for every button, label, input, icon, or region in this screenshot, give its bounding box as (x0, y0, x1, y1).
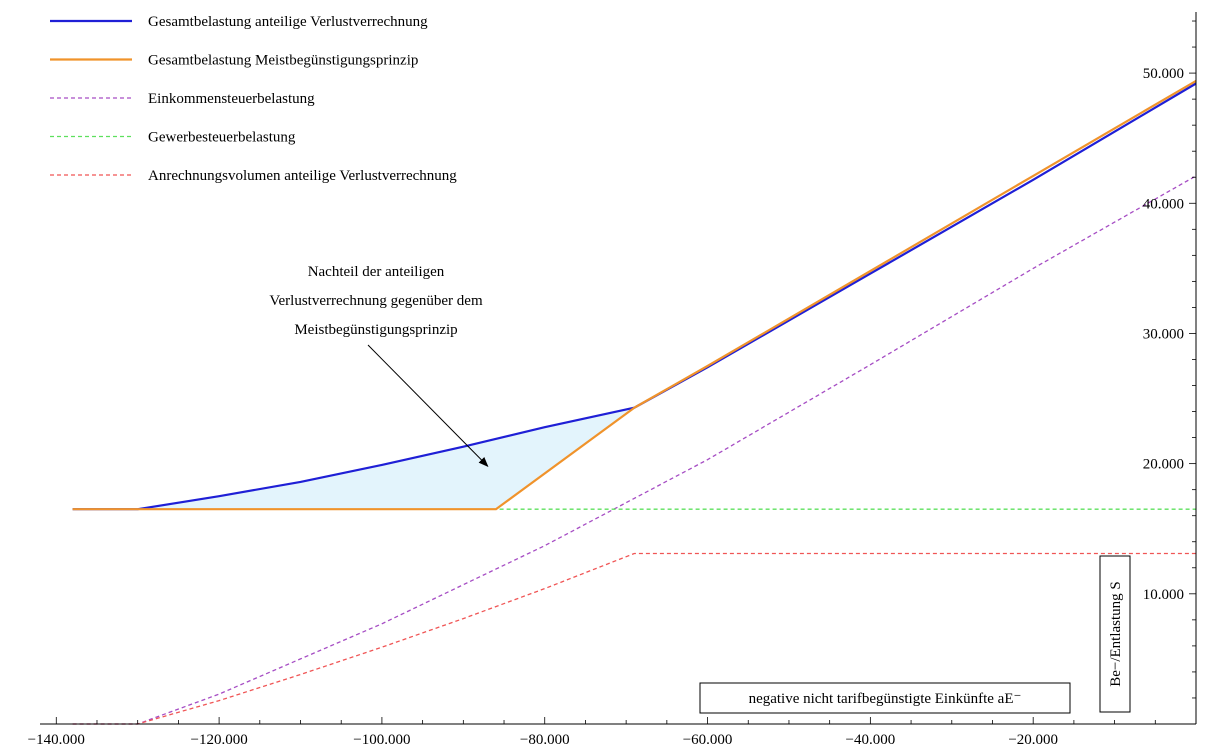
x-tick-label-0: −140.000 (28, 732, 85, 748)
x-tick-label-3: −80.000 (520, 732, 570, 748)
y-axis-label: Be−/Entlastung S (1108, 581, 1124, 687)
series-line-4 (72, 552, 1196, 725)
annotation-line-1: Verlustverrechnung gegenüber dem (269, 293, 483, 309)
x-axis-label: negative nicht tarifbegünstigte Einkünft… (749, 691, 1022, 707)
y-tick-label-2: 30.000 (1143, 326, 1184, 342)
legend-label-2: Einkommensteuerbelastung (148, 91, 315, 107)
series-line-2 (72, 175, 1197, 725)
x-tick-label-2: −100.000 (353, 732, 410, 748)
legend-label-3: Gewerbesteuerbelastung (148, 130, 296, 146)
annotation-line-2: Meistbegünstigungsprinzip (294, 322, 457, 338)
axis-labels: negative nicht tarifbegünstigte Einkünft… (699, 555, 1131, 714)
annotation-arrow (367, 344, 489, 467)
legend-label-4: Anrechnungsvolumen anteilige Verlustverr… (148, 168, 457, 184)
x-tick-label-5: −40.000 (846, 732, 896, 748)
series-line-0 (72, 82, 1197, 511)
x-tick-label-6: −20.000 (1008, 732, 1058, 748)
series-line-1 (72, 79, 1197, 511)
legend-label-1: Gesamtbelastung Meistbegünstigungsprinzi… (148, 53, 418, 69)
shaded-region-layer (137, 407, 635, 510)
x-axis-label-box (699, 682, 1071, 714)
y-tick-label-4: 50.000 (1143, 66, 1184, 82)
y-tick-label-1: 20.000 (1143, 457, 1184, 473)
x-tick-label-4: −60.000 (683, 732, 733, 748)
annotation-line-0: Nachteil der anteiligen (308, 264, 445, 280)
shaded-region (137, 407, 635, 510)
y-axis-label-box (1099, 555, 1131, 713)
axes-layer: −140.000 −120.000 −100.000 −80.000 −60.000 −4… (28, 12, 1197, 748)
x-tick-label-1: −120.000 (190, 732, 247, 748)
series-layer (72, 79, 1197, 725)
y-tick-label-0: 10.000 (1143, 587, 1184, 603)
annotation: Nachteil der anteiligen Verlustverrechnun… (269, 264, 489, 467)
legend: Gesamtbelastung anteilige Verlustverrech… (50, 14, 457, 184)
y-tick-label-3: 40.000 (1143, 196, 1184, 212)
legend-label-0: Gesamtbelastung anteilige Verlustverrech… (148, 14, 428, 30)
